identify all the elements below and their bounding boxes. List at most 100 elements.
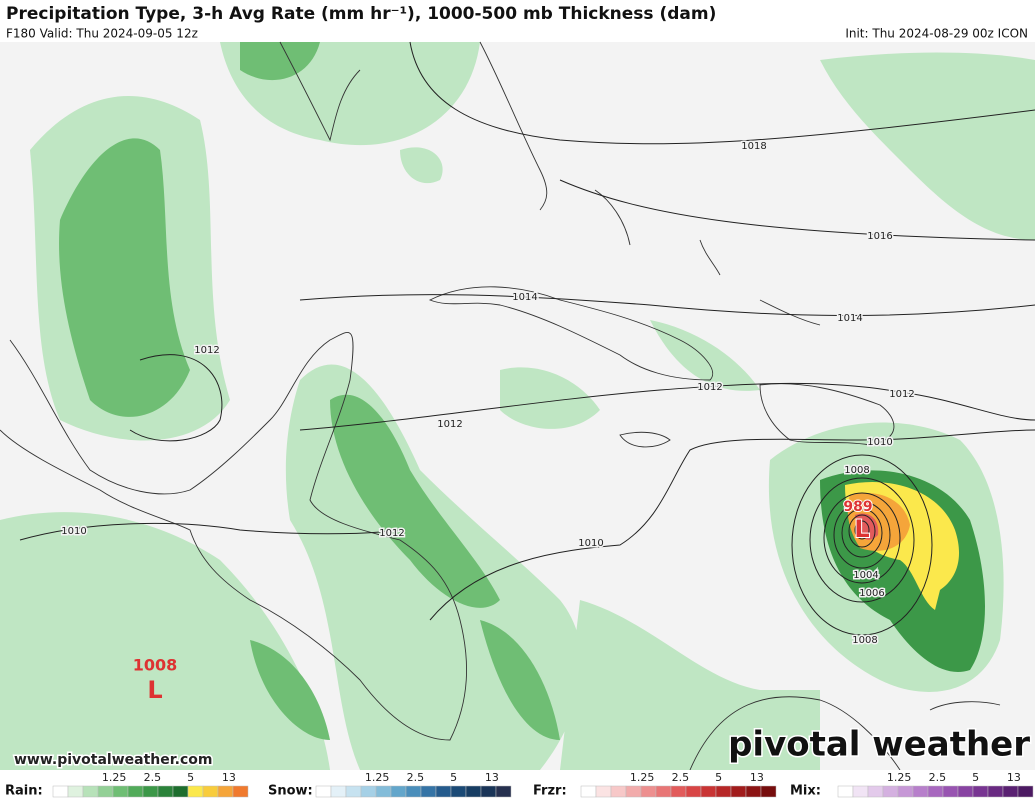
low-pressure: 1008 [133,656,178,675]
legend-tick: 13 [485,771,499,784]
isobar-label: 1012 [194,345,219,356]
isobar-label: 1012 [379,528,404,539]
legend-swatch [52,785,69,798]
legend-swatch [745,785,762,798]
legend-swatch [217,785,234,798]
legend-swatch [495,785,512,798]
legend-swatch [1017,785,1034,798]
legend-swatch [202,785,219,798]
isobar-label: 1008 [852,635,877,646]
legend-tick: 1.25 [102,771,127,784]
isobar-label: 1004 [853,570,878,581]
legend-swatch [625,785,642,798]
legend-swatch [987,785,1004,798]
legend-swatch [157,785,174,798]
legend-swatch [97,785,114,798]
legend-swatch [405,785,422,798]
isobars [19,41,1035,636]
legend-swatch [127,785,144,798]
low-symbol: L [147,676,162,704]
legend-swatch [480,785,497,798]
legend-swatch [700,785,717,798]
legend-swatch [867,785,884,798]
precip-moderate [59,42,560,740]
legend-swatch [912,785,929,798]
legend-swatch [610,785,627,798]
legend-swatch [760,785,777,798]
legend-label: Rain: [5,784,43,799]
legend-swatch [142,785,159,798]
isobar-label: 1012 [437,419,462,430]
legend-swatch [187,785,204,798]
logo: pivotal weather [728,725,1030,765]
legend-swatch [655,785,672,798]
legend-swatch [882,785,899,798]
legend-swatch [435,785,452,798]
website: www.pivotalweather.com [14,752,213,768]
legend-tick: 1.25 [887,771,912,784]
legend: Rain: 1.25 2.5 5 13 Snow: 1.25 2.5 5 13 Frzr: 1.25 2… [5,771,1034,799]
legend-tick: 2.5 [144,771,162,784]
isobar-label: 1010 [61,526,86,537]
legend-tick: 13 [222,771,236,784]
legend-swatch [927,785,944,798]
legend-tick: 2.5 [672,771,690,784]
isobar-label: 1006 [859,588,884,599]
legend-swatch [715,785,732,798]
legend-tick: 13 [1007,771,1021,784]
isobar-label: 1010 [578,538,603,549]
legend-swatch [685,785,702,798]
legend-swatch [897,785,914,798]
legend-swatch [580,785,597,798]
legend-label: Mix: [790,784,821,799]
legend-swatch [957,785,974,798]
isobar-labels: 1018 1016 1014 1014 1012 1012 1012 1012 1012 1010… [60,140,916,648]
low-symbol: L [854,515,869,543]
legend-label: Frzr: [533,784,567,799]
legend-swatch [330,785,347,798]
legend-swatch [450,785,467,798]
map: 1018 1016 1014 1014 1012 1012 1012 1012 1012 1010… [0,41,1035,771]
legend-tick: 2.5 [407,771,425,784]
isobar-label: 1012 [697,382,722,393]
legend-swatch [670,785,687,798]
isobar-label: 1012 [889,389,914,400]
legend-swatch [730,785,747,798]
init-time: Init: Thu 2024-08-29 00z ICON [845,27,1028,41]
legend-swatch [375,785,392,798]
legend-swatch [420,785,437,798]
legend-tick: 1.25 [630,771,655,784]
legend-swatch [172,785,189,798]
title: Precipitation Type, 3-h Avg Rate (mm hr⁻… [6,4,716,24]
isobar-label: 1008 [844,465,869,476]
legend-tick: 5 [450,771,457,784]
legend-tick: 2.5 [929,771,947,784]
legend-swatch [837,785,854,798]
legend-swatch [465,785,482,798]
legend-swatch [640,785,657,798]
legend-swatch [972,785,989,798]
isobar-label: 1016 [867,231,892,242]
legend-swatch [1002,785,1019,798]
legend-tick: 5 [715,771,722,784]
legend-label: Snow: [268,784,313,799]
legend-tick: 1.25 [365,771,390,784]
legend-swatch [112,785,129,798]
legend-swatch [315,785,332,798]
low-pressure: 989 [843,499,872,515]
legend-swatch [942,785,959,798]
legend-tick: 13 [750,771,764,784]
valid-time: F180 Valid: Thu 2024-09-05 12z [6,27,198,41]
legend-tick: 5 [187,771,194,784]
legend-swatch [232,785,249,798]
header-bg [0,0,1035,42]
legend-swatch [390,785,407,798]
legend-tick: 5 [972,771,979,784]
legend-swatch [852,785,869,798]
legend-swatch [67,785,84,798]
legend-swatch [345,785,362,798]
legend-swatch [595,785,612,798]
isobar-label: 1010 [867,437,892,448]
